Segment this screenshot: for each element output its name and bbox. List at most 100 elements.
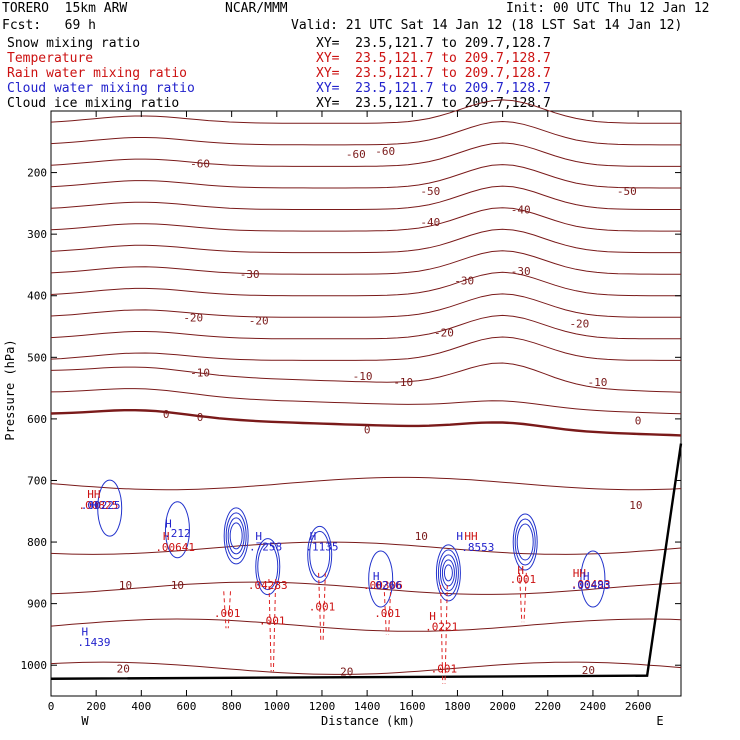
temperature-label-3: -50	[420, 185, 440, 198]
temperature-label-13: -20	[569, 317, 589, 330]
cloud-water-max-label-1: .00225	[81, 499, 121, 512]
isotherm-2	[50, 142, 681, 167]
ground-line	[50, 443, 683, 680]
isotherm-9	[50, 293, 681, 318]
cloud-water-max-label-2: H	[165, 518, 172, 531]
rain-contour-3	[383, 585, 392, 635]
cloud-cell-4-1	[514, 518, 536, 566]
temperature-label-16: -10	[393, 376, 413, 389]
rain-contour-1	[268, 578, 277, 672]
y-tick-label-7: 900	[27, 598, 47, 611]
cloud-cell-3-1	[437, 549, 459, 597]
rain-contour-2	[318, 572, 326, 641]
y-tick-label-5: 700	[27, 474, 47, 487]
cloud-water-max-label-4: H	[255, 530, 262, 543]
isotherm-low-2	[50, 581, 682, 595]
rain-max-label-8: .00306	[363, 579, 403, 592]
temperature-label-4: -50	[617, 185, 637, 198]
cloud-water-max-label-6: H	[310, 530, 317, 543]
rain-max-label-13: HH	[464, 530, 477, 543]
isotherm-8	[50, 271, 681, 297]
cloud-water-max-label-0: H	[91, 499, 98, 512]
isotherm-1	[50, 120, 681, 146]
isotherm-3	[50, 164, 681, 189]
y-tick-label-8: 1000	[21, 659, 48, 672]
isotherm-low-1	[50, 541, 682, 555]
temperature-contours	[50, 99, 683, 680]
isotherm-low-0	[50, 476, 682, 491]
rain-max-label-16: HH	[573, 567, 586, 580]
isotherm-4	[50, 185, 681, 210]
x-tick-label-5: 1000	[264, 700, 291, 713]
temperature-label-20: 0	[364, 423, 371, 436]
rain-contour-5	[519, 572, 527, 623]
cloud-water-max-label-7: .1135	[305, 540, 338, 553]
cloud-water-max-label-11: .8553	[461, 541, 494, 554]
x-axis-label: Distance (km)	[321, 714, 415, 728]
cloud-cell-4-2	[516, 523, 534, 561]
cloud-cell-4-0	[512, 513, 538, 571]
temperature-label-14: -10	[190, 367, 210, 380]
isotherm-7	[50, 250, 681, 275]
isotherm-5	[50, 207, 681, 232]
temperature-label-19: 0	[197, 411, 204, 424]
rain-max-label-4: .04283	[248, 579, 288, 592]
x-tick-label-3: 600	[177, 700, 197, 713]
x-right-end-label: E	[656, 714, 663, 728]
x-tick-label-10: 2000	[489, 700, 516, 713]
cloud-cell-7-0	[368, 550, 394, 608]
temperature-label-0: -60	[190, 157, 210, 170]
temperature-label-1: -60	[346, 148, 366, 161]
temperature-label-15: -10	[353, 370, 373, 383]
temperature-label-10: -20	[183, 311, 203, 324]
rain-max-label-5: .001	[214, 607, 241, 620]
cloud-cell-6-0	[97, 479, 123, 537]
cloud-cell-0-1	[225, 512, 247, 560]
cloud-water-max-label-8: H	[373, 570, 380, 583]
y-axis-label: Pressure (hPa)	[3, 339, 17, 440]
rain-max-label-1: .00825	[79, 499, 119, 512]
temperature-label-25: 10	[171, 579, 184, 592]
y-tick-label-0: 200	[27, 167, 47, 180]
rain-max-label-2: H	[163, 530, 170, 543]
rain-max-label-9: .001	[374, 607, 401, 620]
field-xy-cloud-water: XY= 23.5,121.7 to 209.7,128.7	[316, 81, 551, 96]
field-xy-rain: XY= 23.5,121.7 to 209.7,128.7	[316, 66, 551, 81]
temperature-label-26: 20	[117, 662, 130, 675]
cloud-cell-3-3	[441, 559, 455, 587]
contour-labels: -60 -60 -60 -50 -50 -40 -40 -30 -30 -30 -20 -20 -20 -…	[77, 145, 642, 678]
field-xy-temperature: XY= 23.5,121.7 to 209.7,128.7	[316, 51, 551, 66]
temperature-label-11: -20	[249, 314, 269, 327]
rain-contour-4	[440, 585, 448, 684]
header-init: Init: 00 UTC Thu 12 Jan 12	[506, 1, 710, 16]
plot-frame	[50, 110, 682, 697]
cloud-cell-0-2	[227, 517, 245, 555]
x-tick-label-13: 2600	[625, 700, 652, 713]
rain-contours	[223, 572, 527, 684]
temperature-label-12: -20	[434, 327, 454, 340]
isotherm-10	[50, 314, 681, 340]
field-xy-cloud-ice: XY= 23.5,121.7 to 209.7,128.7	[316, 96, 551, 111]
y-tick-label-6: 800	[27, 536, 47, 549]
isotherm-6	[50, 228, 681, 254]
cloud-water-max-label-15: .1439	[77, 636, 110, 649]
x-tick-label-6: 1200	[309, 700, 336, 713]
y-tick-label-2: 400	[27, 290, 47, 303]
cloud-cell-2-0	[307, 525, 333, 583]
cloud-water-max-label-9: .0266	[369, 579, 402, 592]
x-left-end-label: W	[81, 714, 89, 728]
header-valid: Valid: 21 UTC Sat 14 Jan 12 (18 LST Sat …	[291, 18, 683, 33]
x-tick-label-7: 1400	[354, 700, 381, 713]
cloud-cell-0-0	[223, 507, 249, 565]
cloud-cell-0-3	[229, 522, 243, 550]
rain-max-label-6: .001	[259, 614, 286, 627]
cloud-water-max-label-3: .212	[164, 527, 191, 540]
isotherm-13	[50, 388, 682, 415]
x-tick-label-1: 200	[86, 700, 106, 713]
rain-max-label-10: H	[429, 610, 436, 623]
x-tick-label-0: 0	[48, 700, 55, 713]
field-name-rain: Rain water mixing ratio	[7, 66, 188, 81]
cloud-cell-3-0	[435, 544, 461, 602]
rain-max-label-15: .001	[510, 573, 537, 586]
